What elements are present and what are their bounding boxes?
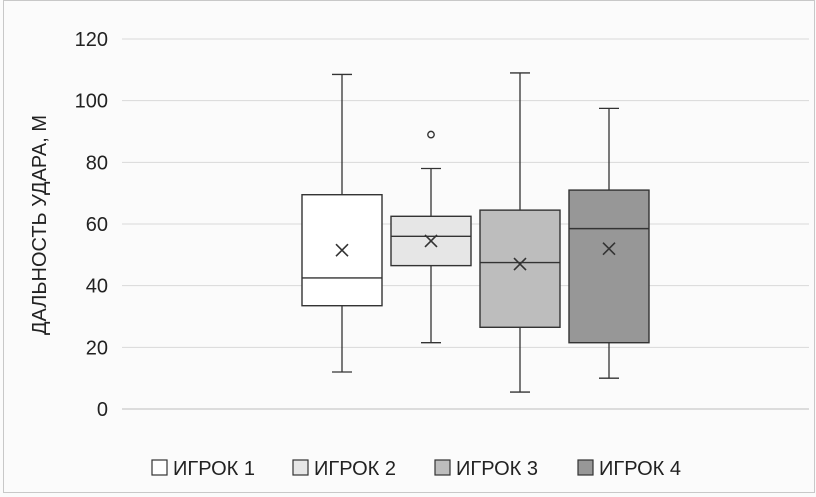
legend-label: ИГРОК 3 [456,458,538,480]
legend-label: ИГРОК 1 [173,458,255,480]
box-plot-chart: 0 20 40 60 80 100 120 ДАЛЬНОСТЬ УДАРА, М ИГРОК… [4,1,814,492]
y-tick-label: 80 [86,152,108,174]
box-3 [480,73,560,392]
box-iqr [480,210,560,327]
box-4 [569,108,649,378]
y-tick-label: 20 [86,337,108,359]
y-tick-label: 0 [97,399,108,421]
legend-item-3: ИГРОК 3 [435,458,538,480]
box-2 [391,131,471,342]
box-iqr [569,190,649,343]
y-tick-labels: 0 20 40 60 80 100 120 [75,29,108,421]
boxes [302,73,649,392]
chart-frame: 0 20 40 60 80 100 120 ДАЛЬНОСТЬ УДАРА, М ИГРОК… [3,0,815,493]
y-tick-label: 40 [86,276,108,298]
legend-swatch [435,460,450,475]
box-1 [302,74,382,372]
legend-label: ИГРОК 2 [314,458,396,480]
y-tick-label: 100 [75,91,108,113]
y-tick-label: 120 [75,29,108,51]
legend-item-2: ИГРОК 2 [293,458,396,480]
legend-item-4: ИГРОК 4 [578,458,681,480]
outlier-point [428,131,434,137]
legend-swatch [578,460,593,475]
legend-swatch [293,460,308,475]
legend-swatch [152,460,167,475]
legend-label: ИГРОК 4 [599,458,681,480]
y-tick-label: 60 [86,214,108,236]
legend-item-1: ИГРОК 1 [152,458,255,480]
y-axis-label: ДАЛЬНОСТЬ УДАРА, М [29,115,51,335]
legend: ИГРОК 1 ИГРОК 2 ИГРОК 3 ИГРОК 4 [152,458,681,480]
